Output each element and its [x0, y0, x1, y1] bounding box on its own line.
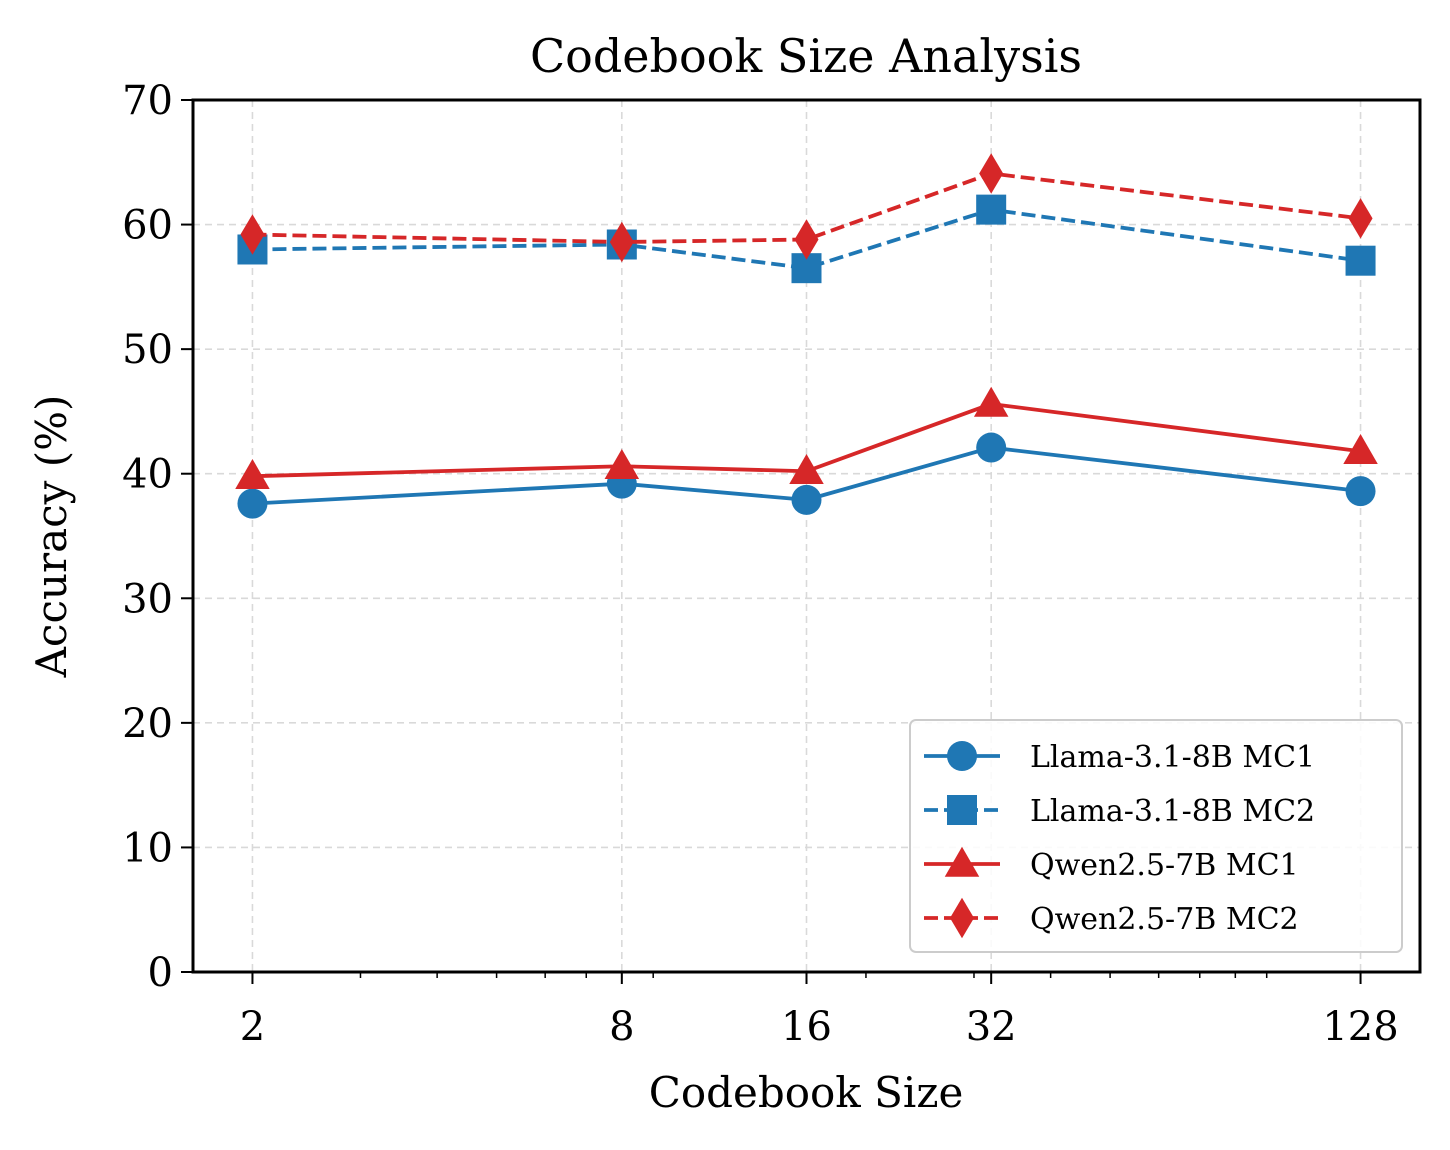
x-axis: 2 8 16 32 128	[240, 972, 1399, 1050]
marker-triangle	[973, 386, 1009, 417]
marker-triangle	[1343, 434, 1378, 465]
x-tick-label: 32	[966, 1004, 1017, 1050]
marker-triangle	[789, 453, 824, 484]
marker-square	[1345, 245, 1376, 276]
marker-diamond	[979, 153, 1004, 194]
marker-diamond	[1348, 198, 1373, 239]
marker-circle	[1345, 476, 1376, 507]
marker-circle	[237, 488, 268, 519]
x-tick-label: 16	[781, 1004, 832, 1050]
series	[235, 386, 1378, 489]
legend-entry: Qwen2.5-7B MC1	[924, 846, 1299, 883]
marker-diamond	[609, 221, 634, 263]
legend-entry: Qwen2.5-7B MC2	[924, 897, 1299, 939]
y-axis-label: Accuracy (%)	[27, 395, 76, 679]
legend-entry: Llama-3.1-8B MC1	[924, 740, 1315, 775]
legend-label: Qwen2.5-7B MC1	[1030, 848, 1299, 883]
y-tick-label: 60	[122, 203, 173, 249]
series	[237, 432, 1376, 519]
marker-triangle	[235, 458, 270, 489]
legend: Llama-3.1-8B MC1 Llama-3.1-8B MC2 Qwen2.5-…	[909, 719, 1403, 953]
y-axis: 0 10 20 30 40 50 60 70	[122, 78, 193, 996]
x-tick-label: 2	[240, 1004, 265, 1050]
y-tick-label: 0	[148, 950, 173, 996]
marker-diamond	[794, 219, 819, 260]
y-tick-label: 20	[122, 701, 173, 747]
chart-title: Codebook Size Analysis	[530, 29, 1082, 83]
marker-diamond	[240, 214, 265, 255]
marker-diamond	[950, 897, 974, 939]
legend-label: Qwen2.5-7B MC2	[1030, 902, 1299, 937]
legend-label: Llama-3.1-8B MC1	[1030, 740, 1315, 775]
marker-circle	[976, 432, 1007, 463]
y-tick-label: 70	[122, 78, 173, 124]
y-tick-label: 30	[122, 576, 173, 622]
y-tick-label: 40	[122, 452, 173, 498]
y-tick-label: 50	[122, 327, 173, 373]
series-line	[252, 171, 1361, 244]
series-line	[252, 207, 1361, 271]
marker-circle	[947, 741, 977, 771]
legend-label: Llama-3.1-8B MC2	[1030, 794, 1315, 829]
marker-square	[947, 795, 977, 825]
marker-square	[976, 194, 1007, 225]
x-tick-label: 128	[1322, 1004, 1398, 1050]
legend-entry: Llama-3.1-8B MC2	[924, 794, 1315, 829]
x-tick-label: 8	[609, 1004, 634, 1050]
legend-box	[909, 719, 1403, 953]
marker-triangle	[944, 846, 980, 877]
series-layer	[235, 153, 1378, 519]
marker-triangle	[604, 448, 640, 479]
y-tick-label: 10	[122, 825, 173, 871]
x-axis-label: Codebook Size	[649, 1068, 964, 1117]
marker-circle	[791, 484, 822, 515]
series	[240, 153, 1373, 263]
